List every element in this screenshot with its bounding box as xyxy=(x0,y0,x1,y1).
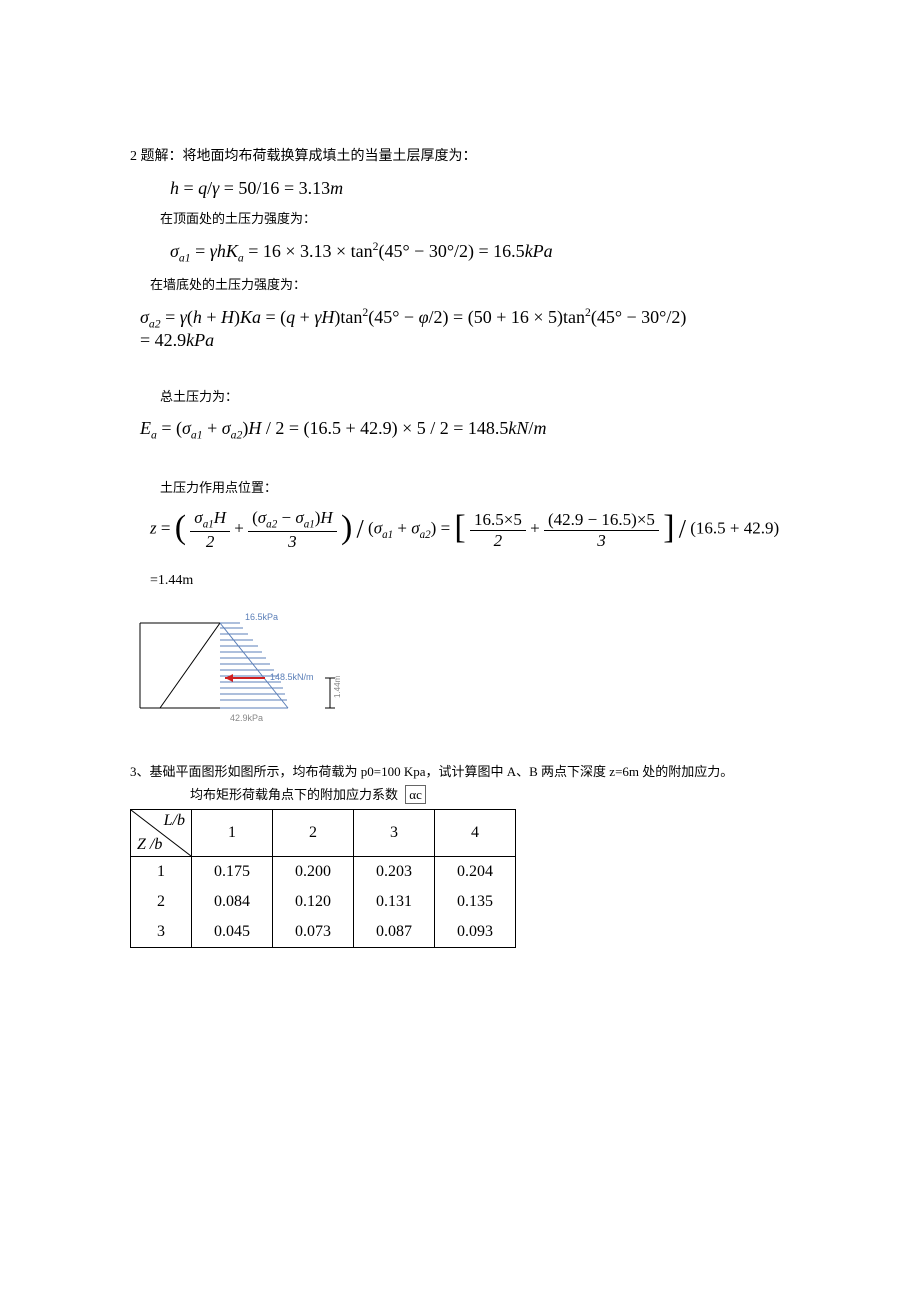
table-title: 均布矩形荷载角点下的附加应力系数 αc xyxy=(190,784,830,803)
base-pressure-text: 在墙底处的土压力强度为： xyxy=(150,275,830,296)
eq-sa2: σa2 = γ(h + H)Ka = (q + γH)tan2(45° − φ/… xyxy=(140,306,830,352)
coefficient-table: L/b Z /b 1 2 3 4 1 0.175 0.200 0.203 0.2… xyxy=(130,809,516,948)
table-row: 1 0.175 0.200 0.203 0.204 xyxy=(131,857,516,888)
pressure-diagram: 16.5kPa 148.5kN/m 42.9kPa 1.44m xyxy=(130,608,370,728)
table-row: 3 0.045 0.073 0.087 0.093 xyxy=(131,917,516,948)
diagram-bot-label: 42.9kPa xyxy=(230,713,263,723)
eq-h: h = q/γ = 50/16 = 3.13m xyxy=(170,178,830,199)
diagram-top-label: 16.5kPa xyxy=(245,612,278,622)
top-pressure-text: 在顶面处的土压力强度为： xyxy=(160,209,830,230)
eq-z: z = ( σa1H2 + (σa2 − σa1)H3 ) / (σa1 + σ… xyxy=(150,508,830,551)
col-header: 3 xyxy=(354,810,435,857)
q3-text: 3、基础平面图形如图所示，均布荷载为 p0=100 Kpa，试计算图中 A、B … xyxy=(130,761,830,780)
eq-sa1: σa1 = γhKa = 16 × 3.13 × tan2(45° − 30°/… xyxy=(170,240,830,265)
header-lb: L/b xyxy=(164,812,185,830)
col-header: 1 xyxy=(192,810,273,857)
total-pressure-text: 总土压力为： xyxy=(160,387,830,408)
z-result: =1.44m xyxy=(150,570,830,592)
diagram-mid-label: 148.5kN/m xyxy=(270,672,314,682)
alpha-c-label: αc xyxy=(405,785,426,804)
col-header: 4 xyxy=(435,810,516,857)
table-corner-cell: L/b Z /b xyxy=(131,810,192,857)
action-point-text: 土压力作用点位置： xyxy=(160,478,830,499)
diagram-dim-label: 1.44m xyxy=(333,676,342,699)
header-zb: Z /b xyxy=(137,836,162,854)
col-header: 2 xyxy=(273,810,354,857)
table-row: 2 0.084 0.120 0.131 0.135 xyxy=(131,887,516,917)
eq-ea: Ea = (σa1 + σa2)H / 2 = (16.5 + 42.9) × … xyxy=(140,418,830,442)
p2-intro: 2 题解：将地面均布荷载换算成填土的当量土层厚度为： xyxy=(130,146,830,168)
